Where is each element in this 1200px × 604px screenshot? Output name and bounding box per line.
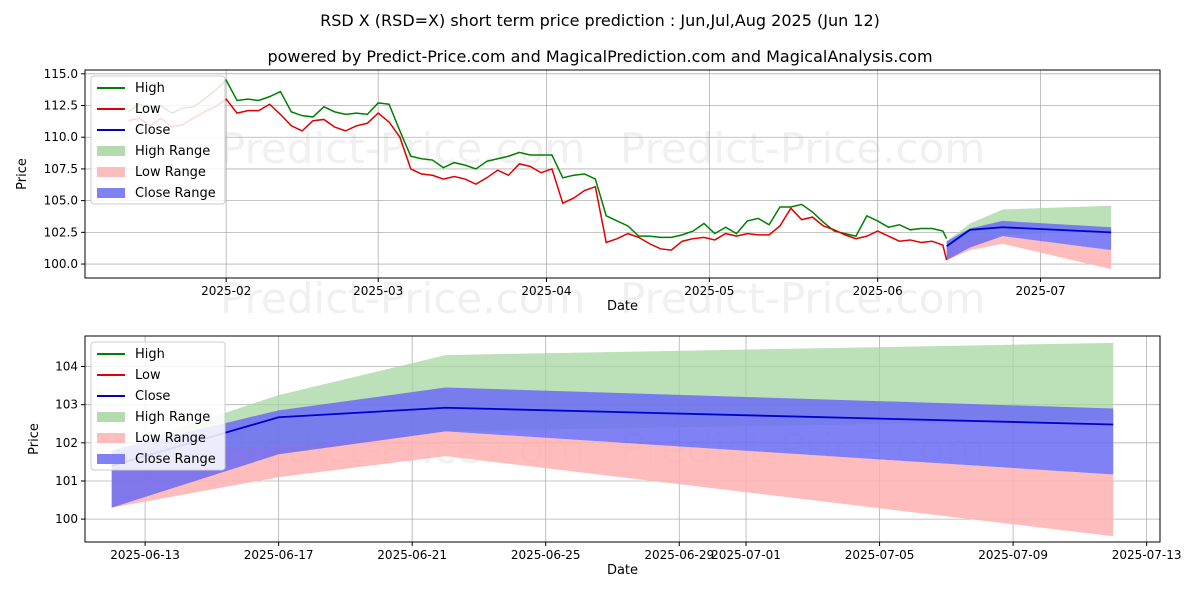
low_range-legend-swatch (97, 167, 125, 177)
low-legend-label: Low (135, 368, 161, 383)
close-legend-label: Close (135, 389, 170, 404)
watermark-text: Predict-Price.com (620, 124, 985, 173)
x-axis-label: Date (607, 299, 638, 314)
high-legend-label: High (135, 81, 165, 96)
x-tick-label: 2025-07-05 (845, 548, 915, 562)
low-range-band (111, 431, 1114, 537)
y-tick-label: 103 (55, 398, 78, 412)
low-range-band (946, 236, 1112, 270)
y-tick-label: 107.5 (44, 162, 78, 176)
chart-subtitle: powered by Predict-Price.com and Magical… (267, 47, 932, 66)
axes: 2025-06-13 2025-06-17 2025-06-21 2025-06-25… (27, 360, 1182, 578)
x-tick-label: 2025-02 (201, 284, 251, 298)
forecast-chart-panel: 2025-06-13 2025-06-17 2025-06-21 2025-06-25… (27, 335, 1182, 578)
y-tick-label: 105.0 (44, 194, 78, 208)
low_range-legend-label: Low Range (135, 165, 206, 180)
close-price-line (946, 226, 1112, 248)
y-tick-label: 104 (55, 360, 78, 374)
legend: High Low Close High Range Low Range Close Ran… (90, 341, 226, 471)
close_range-legend-swatch (97, 454, 125, 464)
x-tick-label: 2025-06-25 (511, 548, 581, 562)
x-tick-label: 2025-05 (684, 284, 734, 298)
y-tick-label: 102.5 (44, 225, 78, 239)
plot-area (128, 78, 1112, 270)
x-tick-label: 2025-07-01 (711, 548, 781, 562)
high_range-legend-swatch (97, 146, 125, 156)
y-axis-label: Price (15, 158, 30, 190)
x-tick-label: 2025-07-09 (978, 548, 1048, 562)
x-tick-label: 2025-03 (353, 284, 403, 298)
close_range-legend-label: Close Range (135, 186, 216, 201)
y-axis-label: Price (27, 423, 42, 455)
axes: 2025-02 2025-03 2025-04 2025-05 2025-06 2025-… (15, 67, 1066, 314)
x-tick-label: 2025-06 (853, 284, 903, 298)
plot-frame (84, 69, 1161, 279)
x-tick-label: 2025-06-13 (110, 548, 180, 562)
close_range-legend-swatch (97, 188, 125, 198)
x-tick-label: 2025-07-13 (1112, 548, 1182, 562)
chart-title: RSD X (RSD=X) short term price predictio… (320, 11, 880, 30)
high-price-line (128, 78, 948, 240)
x-tick-label: 2025-06-21 (377, 548, 447, 562)
y-tick-label: 100.0 (44, 257, 78, 271)
close-legend-label: Close (135, 123, 170, 138)
y-tick-label: 100 (55, 512, 78, 526)
x-tick-label: 2025-07 (1015, 284, 1065, 298)
y-tick-label: 110.0 (44, 130, 78, 144)
legend: High Low Close High Range Low Range Close Ran… (90, 75, 226, 205)
high_range-legend-swatch (97, 412, 125, 422)
low-legend-label: Low (135, 102, 161, 117)
x-tick-label: 2025-04 (521, 284, 571, 298)
high_range-legend-label: High Range (135, 144, 210, 159)
low_range-legend-label: Low Range (135, 431, 206, 446)
grid-lines (85, 70, 1160, 278)
y-tick-label: 101 (55, 474, 78, 488)
x-axis-label: Date (607, 563, 638, 578)
high-legend-label: High (135, 347, 165, 362)
y-tick-label: 102 (55, 436, 78, 450)
close_range-legend-label: Close Range (135, 452, 216, 467)
x-tick-label: 2025-06-17 (244, 548, 314, 562)
plot-frame (84, 335, 1161, 543)
history-chart-panel: 2025-02 2025-03 2025-04 2025-05 2025-06 2025-… (15, 67, 1161, 314)
watermark-text: Predict-Price.com (220, 274, 585, 323)
high_range-legend-label: High Range (135, 410, 210, 425)
plot-area (111, 342, 1114, 537)
watermark-text: Predict-Price.com (620, 274, 985, 323)
y-tick-label: 115.0 (44, 67, 78, 81)
low-price-line (128, 98, 948, 261)
y-tick-label: 112.5 (44, 99, 78, 113)
low_range-legend-swatch (97, 433, 125, 443)
x-tick-label: 2025-06-29 (644, 548, 714, 562)
watermark-text: Predict-Price.com (220, 124, 585, 173)
